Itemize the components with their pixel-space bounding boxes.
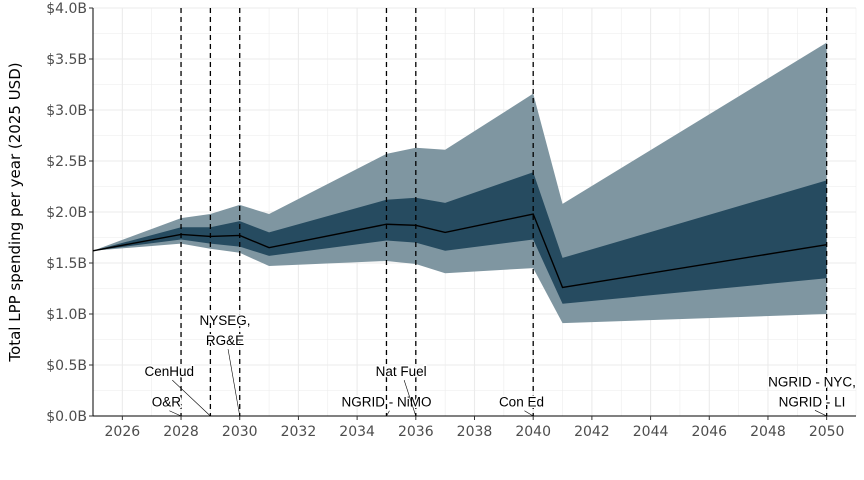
y-tick-label: $1.0B: [46, 307, 87, 323]
event-lines: [180, 8, 828, 416]
event-label-leader: [814, 410, 827, 417]
event-label-halo: Con Ed: [499, 395, 544, 410]
x-tick-label: 2030: [222, 424, 258, 440]
event-labels: O&RO&RCenHudCenHudNYSEG,NYSEG,RG&ERG&ENG…: [143, 312, 857, 417]
event-label-leader: [386, 410, 390, 417]
event-label-halo: NGRID - NYC,: [768, 374, 856, 389]
event-label-halo: O&R: [152, 395, 182, 410]
y-tick-label: $3.0B: [46, 103, 87, 119]
event-label-leader: [524, 410, 534, 417]
event-label: O&R: [152, 395, 182, 410]
inner-band: [93, 172, 827, 304]
event-label-leader: [403, 380, 417, 417]
event-label-halo: RG&E: [206, 333, 244, 348]
event-label-halo: Nat Fuel: [376, 364, 427, 379]
event-label: NYSEG,: [200, 313, 251, 328]
event-label: Nat Fuel: [376, 364, 427, 379]
event-label: Con Ed: [499, 395, 544, 410]
event-label-halo: CenHud: [145, 364, 195, 379]
x-tick-label: 2034: [339, 424, 375, 440]
event-label-leader: [227, 349, 241, 417]
x-tick-label: 2042: [574, 424, 610, 440]
x-tick-label: 2040: [515, 424, 551, 440]
event-label: NGRID - LI: [779, 394, 846, 409]
event-label: RG&E: [206, 333, 244, 348]
x-tick-label: 2050: [809, 424, 845, 440]
y-axis-label: Total LPP spending per year (2025 USD): [6, 62, 24, 362]
event-label: NGRID - NiMO: [341, 395, 431, 410]
y-tick-label: $2.0B: [46, 205, 87, 221]
x-tick-label: 2032: [281, 424, 317, 440]
x-tick-label: 2046: [691, 424, 727, 440]
x-tick-label: 2044: [633, 424, 669, 440]
x-tick-label: 2048: [750, 424, 786, 440]
event-label-halo: NGRID - LI: [779, 394, 846, 409]
x-tick-label: 2026: [105, 424, 141, 440]
y-tick-label: $3.5B: [46, 52, 87, 68]
y-tick-label: $0.0B: [46, 409, 87, 425]
event-label-leader: [172, 379, 211, 417]
y-tick-label: $4.0B: [46, 1, 87, 17]
axes: $0.0B $0.5B $1.0B $1.5B $2.0B $2.5B $3.0B $3.5B…: [46, 1, 856, 440]
x-tick-label: 2038: [457, 424, 493, 440]
x-tick-label: 2036: [398, 424, 434, 440]
event-label: CenHud: [145, 364, 195, 379]
y-tick-label: $1.5B: [46, 256, 87, 272]
y-tick-label: $0.5B: [46, 358, 87, 374]
x-tick-label: 2028: [163, 424, 199, 440]
bands: [93, 42, 827, 324]
event-label-halo: NYSEG,: [200, 313, 251, 328]
event-label: NGRID - NYC,: [768, 374, 856, 389]
event-label-leader: [169, 410, 182, 417]
y-tick-label: $2.5B: [46, 154, 87, 170]
